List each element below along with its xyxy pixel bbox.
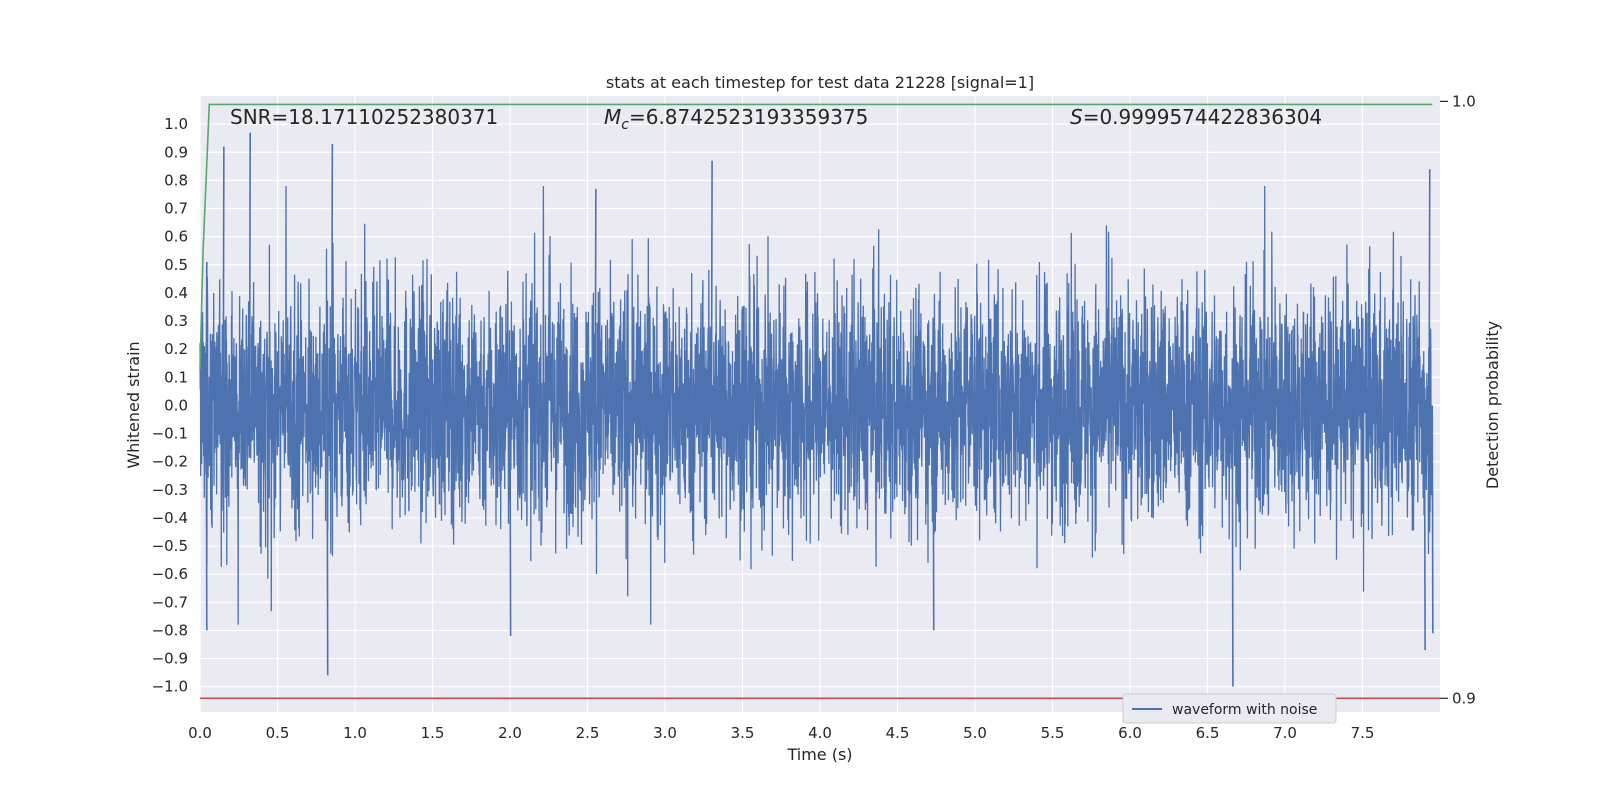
x-tick-label: 5.5: [1041, 724, 1065, 742]
y-tick-label: −0.4: [152, 509, 188, 527]
x-tick-label: 2.0: [498, 724, 522, 742]
x-tick-label: 3.0: [653, 724, 677, 742]
waveform-peak: [509, 405, 512, 637]
y-tick-label: −0.7: [152, 593, 188, 611]
y-tick-label: 0.0: [164, 396, 188, 414]
y-tick-label: −0.6: [152, 565, 188, 583]
waveform-peak: [594, 188, 597, 406]
y-tick-label: 0.5: [164, 256, 188, 274]
x-tick-label: 7.5: [1351, 724, 1375, 742]
y-tick-label: 0.1: [164, 368, 188, 386]
y-tick-label: −0.8: [152, 621, 188, 639]
y-tick-label: 1.0: [164, 115, 188, 133]
y-tick-label: −0.5: [152, 537, 188, 555]
y-axis-label: Whitened strain: [124, 341, 143, 468]
y-tick-label: −0.9: [152, 650, 188, 668]
y-tick-label: −0.2: [152, 453, 188, 471]
score-annotation: S=0.9999574422836304: [1070, 105, 1322, 129]
mc-symbol: M: [604, 105, 621, 129]
x-axis-label: Time (s): [786, 745, 852, 764]
legend-label-waveform: waveform with noise: [1172, 702, 1317, 718]
y2-axis-ticks: 1.0 0.9: [1440, 92, 1476, 707]
snr-annotation: SNR=18.17110252380371: [230, 105, 498, 129]
y-axis-ticks: 1.0 0.9 0.8 0.7 0.6 0.5 0.4 0.3 0.2 0.1 0.0 −0.1 −0.…: [152, 115, 188, 696]
x-tick-label: 4.5: [886, 724, 910, 742]
x-tick-label: 4.0: [808, 724, 832, 742]
y-tick-label: 0.4: [164, 284, 188, 302]
y-tick-label: −0.3: [152, 481, 188, 499]
series-detection-probability: [199, 103, 1433, 371]
s-symbol: S: [1070, 105, 1083, 129]
waveform-peak: [1423, 405, 1426, 651]
mc-value: =6.8742523193359375: [629, 105, 868, 129]
waveform-peak: [710, 160, 713, 406]
waveform-peak: [205, 261, 208, 406]
waveform-peak: [248, 132, 251, 406]
waveform-peak: [1428, 169, 1431, 406]
y2-tick-label: 0.9: [1452, 689, 1476, 707]
chart-title: stats at each timestep for test data 212…: [606, 73, 1034, 92]
waveform-peak: [205, 405, 208, 631]
x-tick-label: 7.0: [1273, 724, 1297, 742]
x-tick-label: 5.0: [963, 724, 987, 742]
x-tick-label: 6.0: [1118, 724, 1142, 742]
waveform-peak: [1231, 405, 1234, 687]
y-tick-label: 0.2: [164, 340, 188, 358]
x-tick-label: 0.0: [188, 724, 212, 742]
waveform-peak: [932, 405, 935, 631]
legend-box: [1122, 693, 1337, 724]
x-tick-label: 3.5: [731, 724, 755, 742]
legend: waveform with noise: [1122, 693, 1337, 724]
y-tick-label: −1.0: [152, 678, 188, 696]
x-tick-label: 6.5: [1196, 724, 1220, 742]
y-tick-label: −0.1: [152, 425, 188, 443]
y2-axis-label: Detection probability: [1483, 321, 1502, 489]
x-tick-label: 1.5: [421, 724, 445, 742]
waveform-peak: [222, 146, 225, 406]
waveform-peak: [1431, 405, 1434, 634]
y-tick-label: 0.3: [164, 312, 188, 330]
waveform-peak: [330, 143, 334, 406]
y2-tick-label: 1.0: [1452, 92, 1476, 110]
series-waveform-with-noise: [199, 185, 1433, 625]
y-tick-label: 0.9: [164, 143, 188, 161]
mc-subscript: c: [621, 117, 629, 133]
s-value: =0.9999574422836304: [1083, 105, 1322, 129]
x-tick-label: 1.0: [343, 724, 367, 742]
x-axis-ticks: 0.0 0.5 1.0 1.5 2.0 2.5 3.0 3.5 4.0 4.5 5.0 5.5 6.0 6…: [188, 724, 1374, 742]
y-tick-label: 0.7: [164, 200, 188, 218]
x-tick-label: 0.5: [266, 724, 290, 742]
y-tick-label: 0.6: [164, 228, 188, 246]
chirp-mass-annotation: Mc=6.8742523193359375: [604, 105, 868, 133]
x-tick-label: 2.5: [576, 724, 600, 742]
y-tick-label: 0.8: [164, 171, 188, 189]
waveform-peak: [326, 405, 329, 676]
